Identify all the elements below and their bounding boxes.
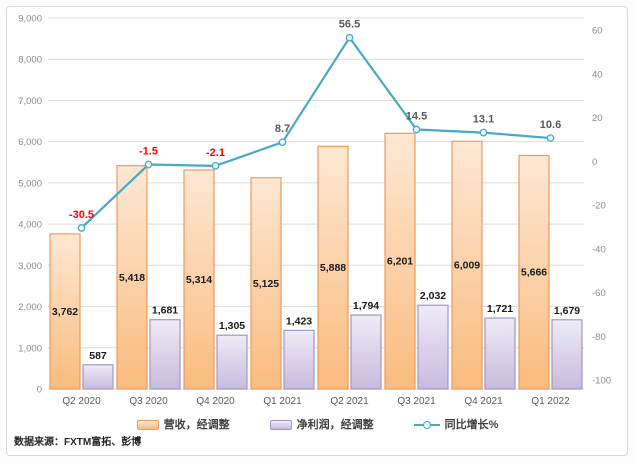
left-axis-tick-label: 6,000	[18, 137, 42, 148]
right-axis-tick-label: 20	[592, 113, 603, 124]
source-note: 数据来源：FXTM富拓、彭博	[14, 437, 142, 448]
growth-markers	[77, 33, 555, 232]
legend-item-growth: 同比增长%	[413, 418, 499, 432]
bar-revenue	[317, 145, 349, 390]
bars	[49, 132, 583, 390]
bar-profit	[82, 364, 114, 390]
right-axis-labels: -100 -80 -60 -40 -20 0 20 40 60	[592, 26, 611, 387]
bar-profit	[350, 314, 382, 390]
growth-marker	[77, 224, 86, 232]
category-label: Q4 2021	[464, 396, 503, 407]
growth-marker	[546, 134, 555, 142]
legend-label-profit: 净利润，经调整	[296, 419, 374, 431]
growth-line-marker	[422, 421, 431, 429]
bar-revenue	[451, 140, 483, 390]
growth-point-label: 56.5	[339, 19, 360, 31]
bar-profit	[149, 319, 181, 390]
bar-label-profit: 1,721	[487, 303, 513, 315]
category-labels: Q2 2020 Q3 2020 Q4 2020 Q1 2021 Q2 2021 Q3 20…	[62, 396, 570, 407]
left-axis-tick-label: 4,000	[18, 220, 42, 231]
bar-label-profit: 1,423	[286, 315, 312, 327]
left-axis-tick-label: 1,000	[18, 343, 42, 354]
right-axis-tick-label: 0	[592, 157, 597, 168]
bar-label-revenue: 3,762	[52, 306, 78, 318]
left-axis-tick-label: 8,000	[18, 55, 42, 66]
category-label: Q4 2020	[196, 396, 235, 407]
bar-revenue	[183, 169, 215, 390]
right-axis-tick-label: -60	[592, 288, 606, 299]
right-axis-tick-label: -100	[592, 376, 611, 387]
growth-marker	[278, 138, 287, 147]
bar-label-revenue: 5,666	[521, 267, 547, 279]
bar-profit	[216, 334, 248, 390]
category-label: Q3 2020	[129, 396, 168, 407]
bar-label-revenue: 5,418	[119, 272, 145, 284]
growth-marker	[345, 33, 354, 42]
bar-label-revenue: 5,125	[253, 278, 279, 290]
growth-point-label: 10.6	[540, 119, 561, 131]
right-axis-tick-label: 40	[592, 69, 603, 80]
bar-label-revenue: 6,009	[454, 260, 480, 272]
bar-profit	[551, 319, 583, 390]
bar-label-profit: 1,681	[152, 305, 178, 317]
growth-marker	[412, 125, 421, 134]
bar-labels: 3,762 587 5,418 1,681 5,314 1,305 5,125 1,423 5,…	[52, 256, 580, 362]
growth-point-label: -30.5	[69, 209, 94, 221]
right-axis-tick-label: 60	[592, 26, 603, 37]
profit-swatch-icon	[269, 420, 292, 430]
legend-label-revenue: 营收，经调整	[163, 419, 230, 431]
growth-line-swatch-icon	[413, 420, 440, 430]
bar-revenue	[116, 165, 148, 390]
growth-marker	[144, 160, 153, 169]
bar-label-revenue: 5,314	[186, 274, 212, 286]
revenue-swatch-icon	[136, 420, 159, 430]
growth-marker	[479, 128, 488, 137]
right-axis-tick-label: -40	[592, 244, 606, 255]
category-label: Q2 2020	[62, 396, 101, 407]
legend: 营收，经调整 净利润，经调整 同比增长%	[0, 417, 635, 433]
bar-label-profit: 2,032	[420, 290, 446, 302]
growth-line	[80, 36, 551, 229]
legend-item-revenue: 营收，经调整	[136, 418, 230, 432]
bar-label-revenue: 5,888	[320, 262, 346, 274]
growth-point-label: 14.5	[406, 111, 427, 123]
bar-label-profit: 1,679	[554, 305, 580, 317]
growth-point-label: 8.7	[275, 123, 290, 135]
left-axis-tick-label: 2,000	[18, 302, 42, 313]
bar-revenue	[518, 154, 550, 390]
growth-marker	[211, 161, 220, 170]
bar-profit	[417, 304, 449, 390]
growth-point-label: 13.1	[473, 114, 494, 126]
category-label: Q1 2022	[531, 396, 570, 407]
bar-profit	[283, 329, 315, 390]
bar-revenue	[49, 233, 81, 390]
bar-revenue	[384, 132, 416, 390]
bar-label-profit: 587	[89, 350, 107, 362]
right-axis-tick-label: -20	[592, 201, 606, 212]
left-axis-tick-label: 0	[37, 385, 42, 396]
growth-labels: -30.5 -1.5 -2.1 8.7 56.5 14.5 13.1 10.6	[69, 19, 561, 221]
category-label: Q2 2021	[330, 396, 369, 407]
bar-label-profit: 1,794	[353, 300, 379, 312]
category-label: Q3 2021	[397, 396, 436, 407]
bar-label-revenue: 6,201	[387, 256, 413, 268]
bar-label-profit: 1,305	[219, 320, 245, 332]
growth-point-label: -2.1	[206, 147, 225, 159]
category-label: Q1 2021	[263, 396, 302, 407]
bar-revenue	[250, 177, 282, 390]
legend-item-profit: 净利润，经调整	[269, 418, 374, 432]
right-axis-tick-label: -80	[592, 332, 606, 343]
growth-point-label: -1.5	[139, 146, 158, 158]
left-axis-tick-label: 7,000	[18, 96, 42, 107]
left-axis-tick-label: 3,000	[18, 261, 42, 272]
legend-label-growth: 同比增长%	[444, 419, 499, 431]
left-axis-tick-label: 9,000	[18, 14, 42, 25]
left-axis-labels: 0 1,000 2,000 3,000 4,000 5,000 6,000 7,000 8,00…	[18, 14, 42, 396]
left-axis-tick-label: 5,000	[18, 178, 42, 189]
bar-profit	[484, 317, 516, 390]
